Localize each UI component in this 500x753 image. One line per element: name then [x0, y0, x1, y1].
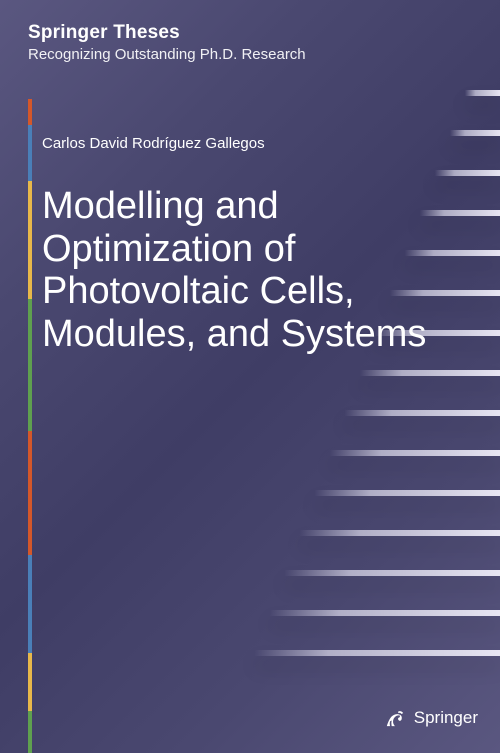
springer-horse-icon: [382, 705, 408, 731]
spine-stripe: [28, 711, 32, 753]
spine-stripe: [28, 181, 32, 299]
stairs-graphic: [240, 0, 500, 753]
book-cover: Springer Theses Recognizing Outstanding …: [0, 0, 500, 753]
stair-step: [315, 490, 500, 496]
book-title: Modelling and Optimization of Photovolta…: [42, 185, 442, 355]
spine-stripe: [28, 653, 32, 711]
spine-stripe: [28, 125, 32, 181]
stair-step: [330, 450, 500, 456]
stair-step: [270, 610, 500, 616]
spine-stripe: [28, 99, 32, 125]
publisher-name: Springer: [414, 708, 478, 728]
stair-step: [465, 90, 500, 96]
series-header: Springer Theses Recognizing Outstanding …: [28, 22, 306, 63]
publisher-block: Springer: [382, 705, 478, 731]
series-name: Springer Theses: [28, 22, 306, 44]
stair-step: [435, 170, 500, 176]
stair-step: [360, 370, 500, 376]
spine-stripe: [28, 431, 32, 555]
stair-step: [450, 130, 500, 136]
author-name: Carlos David Rodríguez Gallegos: [42, 135, 265, 152]
stair-step: [285, 570, 500, 576]
stair-step: [345, 410, 500, 416]
series-tagline: Recognizing Outstanding Ph.D. Research: [28, 46, 306, 63]
spine-stripe: [28, 299, 32, 431]
stair-step: [255, 650, 500, 656]
spine-stripe: [28, 555, 32, 653]
stair-step: [300, 530, 500, 536]
